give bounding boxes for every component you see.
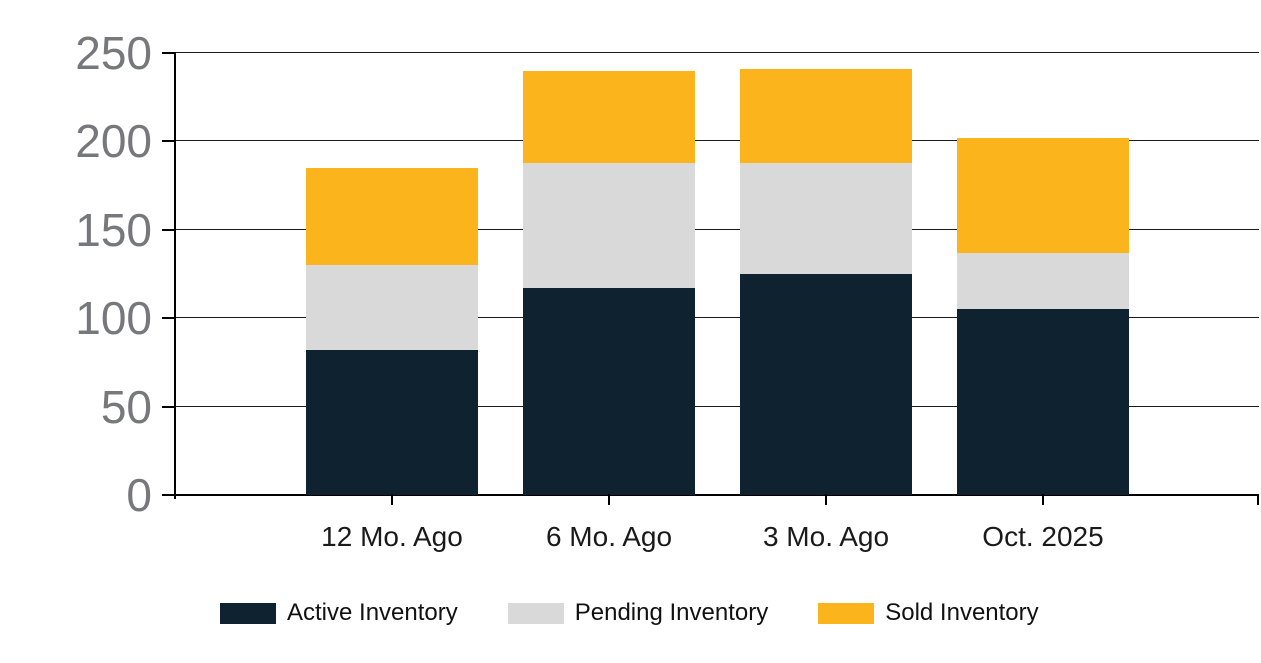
legend-swatch-active-inventory (220, 602, 276, 624)
bar-segment-oct-2025-sold-inventory[interactable] (957, 137, 1129, 253)
bar-segment-12-mo-ago-sold-inventory[interactable] (306, 167, 478, 266)
y-axis-tick-100 (162, 317, 176, 320)
x-axis-label-3-mo-ago: 3 Mo. Ago (762, 521, 890, 552)
legend-item-pending-inventory[interactable]: Pending Inventory (507, 599, 769, 627)
gridline-y-100 (176, 317, 1259, 319)
y-axis-tick-250 (162, 52, 176, 54)
y-axis-label-50: 50 (100, 380, 152, 433)
y-axis-tick-0 (162, 494, 176, 496)
gridline-y-200 (176, 140, 1259, 142)
x-axis-line (174, 494, 1259, 496)
legend-label-pending-inventory: Pending Inventory (574, 599, 769, 626)
gridline-y-150 (176, 228, 1259, 230)
y-axis-label-250: 250 (75, 27, 152, 79)
x-axis-label-6-mo-ago: 6 Mo. Ago (545, 521, 673, 552)
bar-segment-oct-2025-active-inventory[interactable] (957, 309, 1129, 495)
bar-segment-3-mo-ago-active-inventory[interactable] (740, 274, 912, 495)
y-axis-label-100: 100 (75, 292, 152, 345)
legend-item-sold-inventory[interactable]: Sold Inventory (818, 599, 1039, 627)
bar-segment-6-mo-ago-pending-inventory[interactable] (523, 162, 695, 289)
y-axis-line (174, 53, 176, 499)
x-axis-tick-right-end (1257, 494, 1259, 505)
y-axis-label-150: 150 (75, 203, 152, 256)
legend-label-sold-inventory: Sold Inventory (885, 599, 1039, 626)
x-axis-tick-3-mo-ago (825, 494, 827, 505)
gridline-y-50 (176, 405, 1259, 407)
x-axis-tick-oct-2025 (1042, 494, 1044, 505)
legend-item-active-inventory[interactable]: Active Inventory (220, 599, 458, 627)
bar-segment-12-mo-ago-active-inventory[interactable] (306, 350, 478, 495)
gridline-y-250 (176, 52, 1259, 53)
legend-swatch-pending-inventory (507, 602, 564, 624)
y-axis-label-0: 0 (126, 469, 152, 521)
legend-label-active-inventory: Active Inventory (287, 599, 458, 626)
x-axis-label-oct-2025: Oct. 2025 (982, 521, 1104, 552)
y-axis-tick-200 (162, 140, 176, 143)
bar-segment-3-mo-ago-sold-inventory[interactable] (740, 68, 912, 163)
bar-segment-12-mo-ago-pending-inventory[interactable] (306, 265, 478, 351)
y-axis-label-200: 200 (75, 115, 152, 168)
y-axis-tick-50 (162, 405, 176, 408)
x-axis-tick-6-mo-ago (608, 494, 610, 505)
bar-segment-6-mo-ago-active-inventory[interactable] (523, 288, 695, 495)
bar-segment-6-mo-ago-sold-inventory[interactable] (523, 70, 695, 163)
x-axis-label-12-mo-ago: 12 Mo. Ago (321, 521, 463, 552)
bar-segment-3-mo-ago-pending-inventory[interactable] (740, 162, 912, 274)
legend: Active Inventory Pending Inventory Sold In… (220, 599, 1039, 627)
x-axis-tick-12-mo-ago (391, 494, 393, 505)
bar-segment-oct-2025-pending-inventory[interactable] (957, 252, 1129, 310)
y-axis-tick-150 (162, 228, 176, 231)
legend-swatch-sold-inventory (818, 602, 875, 624)
